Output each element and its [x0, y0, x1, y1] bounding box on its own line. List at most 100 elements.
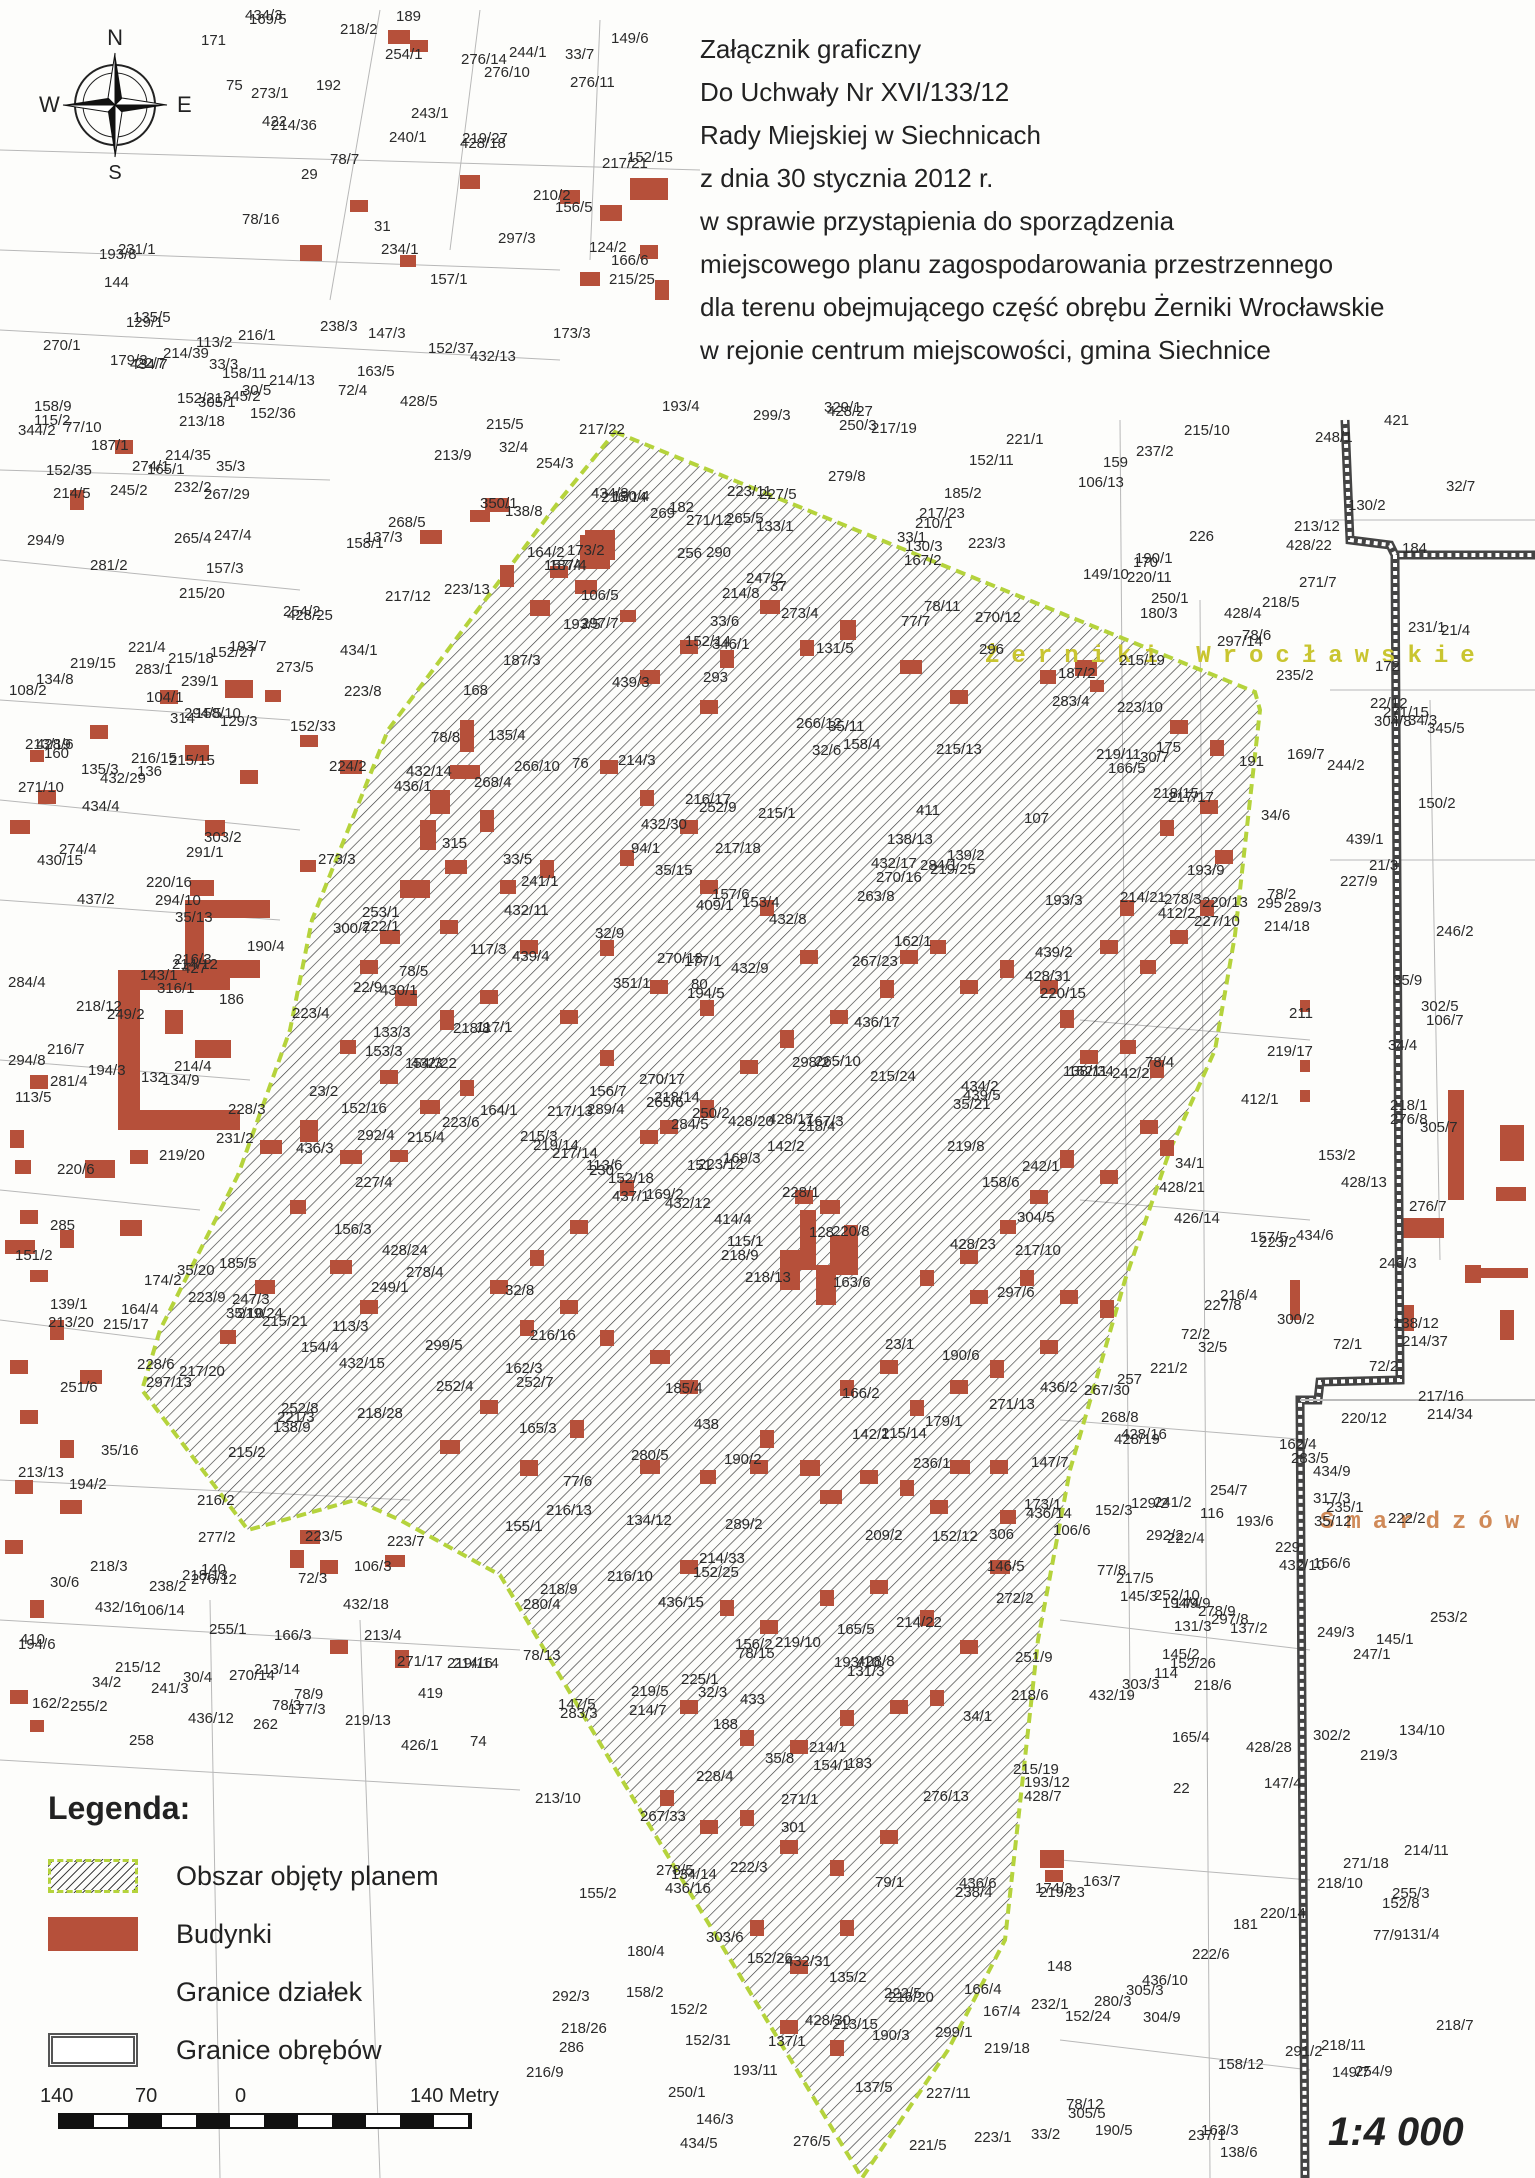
parcel-number: 166/3 [274, 1627, 312, 1644]
parcel-number: 134/14 [671, 1866, 717, 1883]
parcel-number: 138/8 [505, 503, 543, 520]
parcel-number: 138/6 [1220, 2144, 1258, 2161]
parcel-number: 133/3 [373, 1024, 411, 1041]
precinct-boundary [1295, 419, 1535, 2178]
parcel-number: 242/2 [1112, 1065, 1150, 1082]
parcel-number: 252/10 [1154, 1587, 1200, 1604]
parcel-number: 222/5 [884, 1985, 922, 2002]
parcel-number: 215/20 [179, 585, 225, 602]
parcel-number: 246/2 [1436, 923, 1474, 940]
legend: Legenda: Obszar objęty planem Budynki Gr… [48, 1790, 518, 2079]
parcel-number: 300/2 [1277, 1311, 1315, 1328]
parcel-number: 164/1 [480, 1102, 518, 1119]
parcel-number: 77/9 [1373, 1927, 1402, 1944]
parcel-number: 177/3 [288, 1701, 326, 1718]
parcel-number: 32/7 [1446, 478, 1475, 495]
parcel-number: 227/5 [759, 486, 797, 503]
parcel-number: 152/35 [46, 462, 92, 479]
parcel-number: 428/30 [805, 2012, 851, 2029]
parcel-number: 439/4 [512, 948, 550, 965]
parcel-number: 137/1 [768, 2033, 806, 2050]
parcel-number: 262 [253, 1716, 278, 1733]
parcel-number: 285 [50, 1217, 75, 1234]
parcel-number: 219/17 [1267, 1043, 1313, 1060]
parcel-number: 154/3 [405, 1055, 443, 1072]
parcel-number: 152/26 [747, 1950, 793, 1967]
parcel-number: 170 [1133, 554, 1158, 571]
parcel-number: 428/18 [460, 135, 506, 152]
parcel-number: 163/5 [357, 363, 395, 380]
parcel-number: 33/6 [710, 613, 739, 630]
parcel-number: 169/2 [646, 1186, 684, 1203]
parcel-number: 271/10 [18, 779, 64, 796]
parcel-number: 226 [1189, 528, 1214, 545]
parcel-number: 218/14 [654, 1089, 700, 1106]
parcel-number: 167/2 [904, 552, 942, 569]
parcel-number: 436/10 [1142, 1972, 1188, 1989]
parcel-number: 77/6 [563, 1473, 592, 1490]
parcel-number: 188 [713, 1716, 738, 1733]
parcel-number: 280/4 [523, 1596, 561, 1613]
parcel-number: 228/6 [137, 1356, 175, 1373]
parcel-number: 251/6 [60, 1379, 98, 1396]
parcel-number: 276/13 [923, 1788, 969, 1805]
parcel-number: 140 [201, 1561, 226, 1578]
parcel-number: 152/31 [685, 2032, 731, 2049]
parcel-number: 149/7 [1332, 2064, 1370, 2081]
parcel-number: 218/28 [357, 1405, 403, 1422]
parcel-number: 222/6 [1192, 1946, 1230, 1963]
parcel-number: 171 [201, 32, 226, 49]
parcel-number: 237/2 [1136, 443, 1174, 460]
parcel-number: 228/3 [228, 1101, 266, 1118]
parcel-number: 165/4 [1172, 1729, 1210, 1746]
parcel-number: 162/4 [1279, 1436, 1317, 1453]
parcel-number: 115/2 [34, 412, 70, 429]
parcel-number: 173/1 [1024, 1496, 1062, 1513]
parcel-number: 344/2 [18, 422, 56, 439]
parcel-number: 78/5 [399, 963, 428, 980]
parcel-number: 293 [703, 669, 728, 686]
parcel-number: 251/9 [1015, 1649, 1053, 1666]
parcel-number: 107 [1024, 810, 1049, 827]
parcel-number: 215/5 [486, 416, 524, 433]
parcel-number: 152/2 [670, 2001, 708, 2018]
parcel-number: 32/6 [812, 742, 841, 759]
parcel-number: 270/16 [876, 869, 922, 886]
parcel-number: 165/3 [519, 1420, 557, 1437]
parcel-number: 130/2 [1348, 497, 1386, 514]
parcel-number: 278/9 [1198, 1603, 1236, 1620]
parcel-number: 174/3 [1035, 1880, 1073, 1897]
parcel-number: 243/1 [411, 105, 449, 122]
parcel-number: 79/1 [875, 1874, 904, 1891]
parcel-number: 281/2 [90, 557, 128, 574]
parcel-number: 278/3 [1164, 891, 1202, 908]
parcel-number: 218/3 [90, 1558, 128, 1575]
parcel-number: 174/2 [144, 1272, 182, 1289]
parcel-number: 139/1 [50, 1296, 88, 1313]
parcel-number: 33/3 [209, 356, 238, 373]
parcel-number: 146/3 [696, 2111, 734, 2128]
parcel-number: 252/8 [281, 1400, 319, 1417]
parcel-number: 439/3 [612, 674, 650, 691]
parcel-number: 213/14 [254, 1661, 300, 1678]
parcel-number: 219/23 [1039, 1884, 1085, 1901]
parcel-number: 271/12 [686, 512, 732, 529]
parcel-number: 77/8 [1097, 1562, 1126, 1579]
parcel-number: 158/2 [626, 1984, 664, 2001]
parcel-number: 218/13 [745, 1269, 791, 1286]
parcel-number: 157/5 [1250, 1229, 1288, 1246]
parcel-number: 214/7 [629, 1702, 667, 1719]
parcel-number: 173/2 [567, 542, 605, 559]
parcel-number: 213/4 [364, 1627, 402, 1644]
parcel-number: 280/3 [1094, 1993, 1132, 2010]
parcel-number: 426/1 [401, 1737, 439, 1754]
parcel-number: 214/1 [809, 1739, 847, 1756]
compass-n: N [107, 25, 123, 50]
parcel-number: 193/10 [834, 1654, 880, 1671]
parcel-number: 166/2 [842, 1385, 880, 1402]
parcel-number: 265/6 [646, 1094, 684, 1111]
parcel-number: 428/6 [36, 736, 74, 753]
parcel-number: 270/1 [43, 337, 81, 354]
parcel-number: 33/5 [503, 851, 532, 868]
parcel-number: 249/3 [1317, 1624, 1355, 1641]
